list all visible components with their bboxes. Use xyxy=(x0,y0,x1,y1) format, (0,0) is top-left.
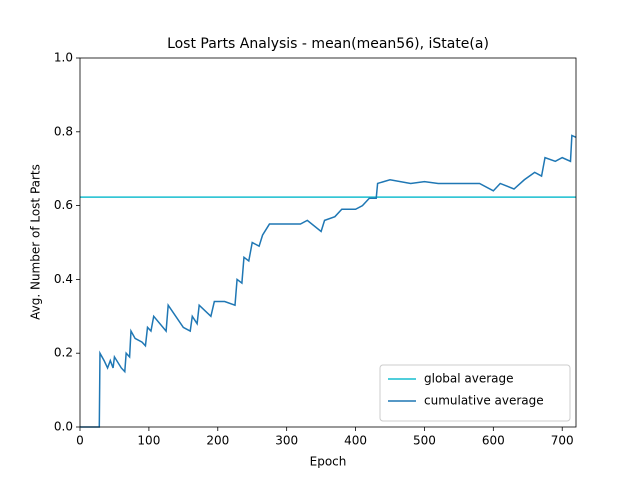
y-tick-label: 1.0 xyxy=(54,51,73,65)
y-tick-label: 0.8 xyxy=(54,124,73,138)
y-tick-label: 0.4 xyxy=(54,272,73,286)
x-tick-label: 200 xyxy=(206,434,229,448)
y-tick-label: 0.6 xyxy=(54,198,73,212)
plot-frame xyxy=(79,57,577,428)
y-tick-label: 0.2 xyxy=(54,346,73,360)
x-tick-label: 0 xyxy=(76,434,84,448)
y-tick-label: 0.0 xyxy=(54,420,73,434)
legend-box xyxy=(379,364,571,422)
x-tick-label: 400 xyxy=(344,434,367,448)
legend-label: cumulative average xyxy=(424,394,544,408)
x-tick-label: 300 xyxy=(275,434,298,448)
x-tick-label: 500 xyxy=(413,434,436,448)
x-tick-label: 700 xyxy=(551,434,574,448)
y-axis-label: Avg. Number of Lost Parts xyxy=(29,164,43,320)
x-axis-label: Epoch xyxy=(310,455,347,469)
series-line xyxy=(80,134,577,428)
x-tick-label: 600 xyxy=(482,434,505,448)
chart-title: Lost Parts Analysis - mean(mean56), iSta… xyxy=(167,36,489,52)
legend-label: global average xyxy=(424,372,514,386)
x-tick-label: 100 xyxy=(137,434,160,448)
